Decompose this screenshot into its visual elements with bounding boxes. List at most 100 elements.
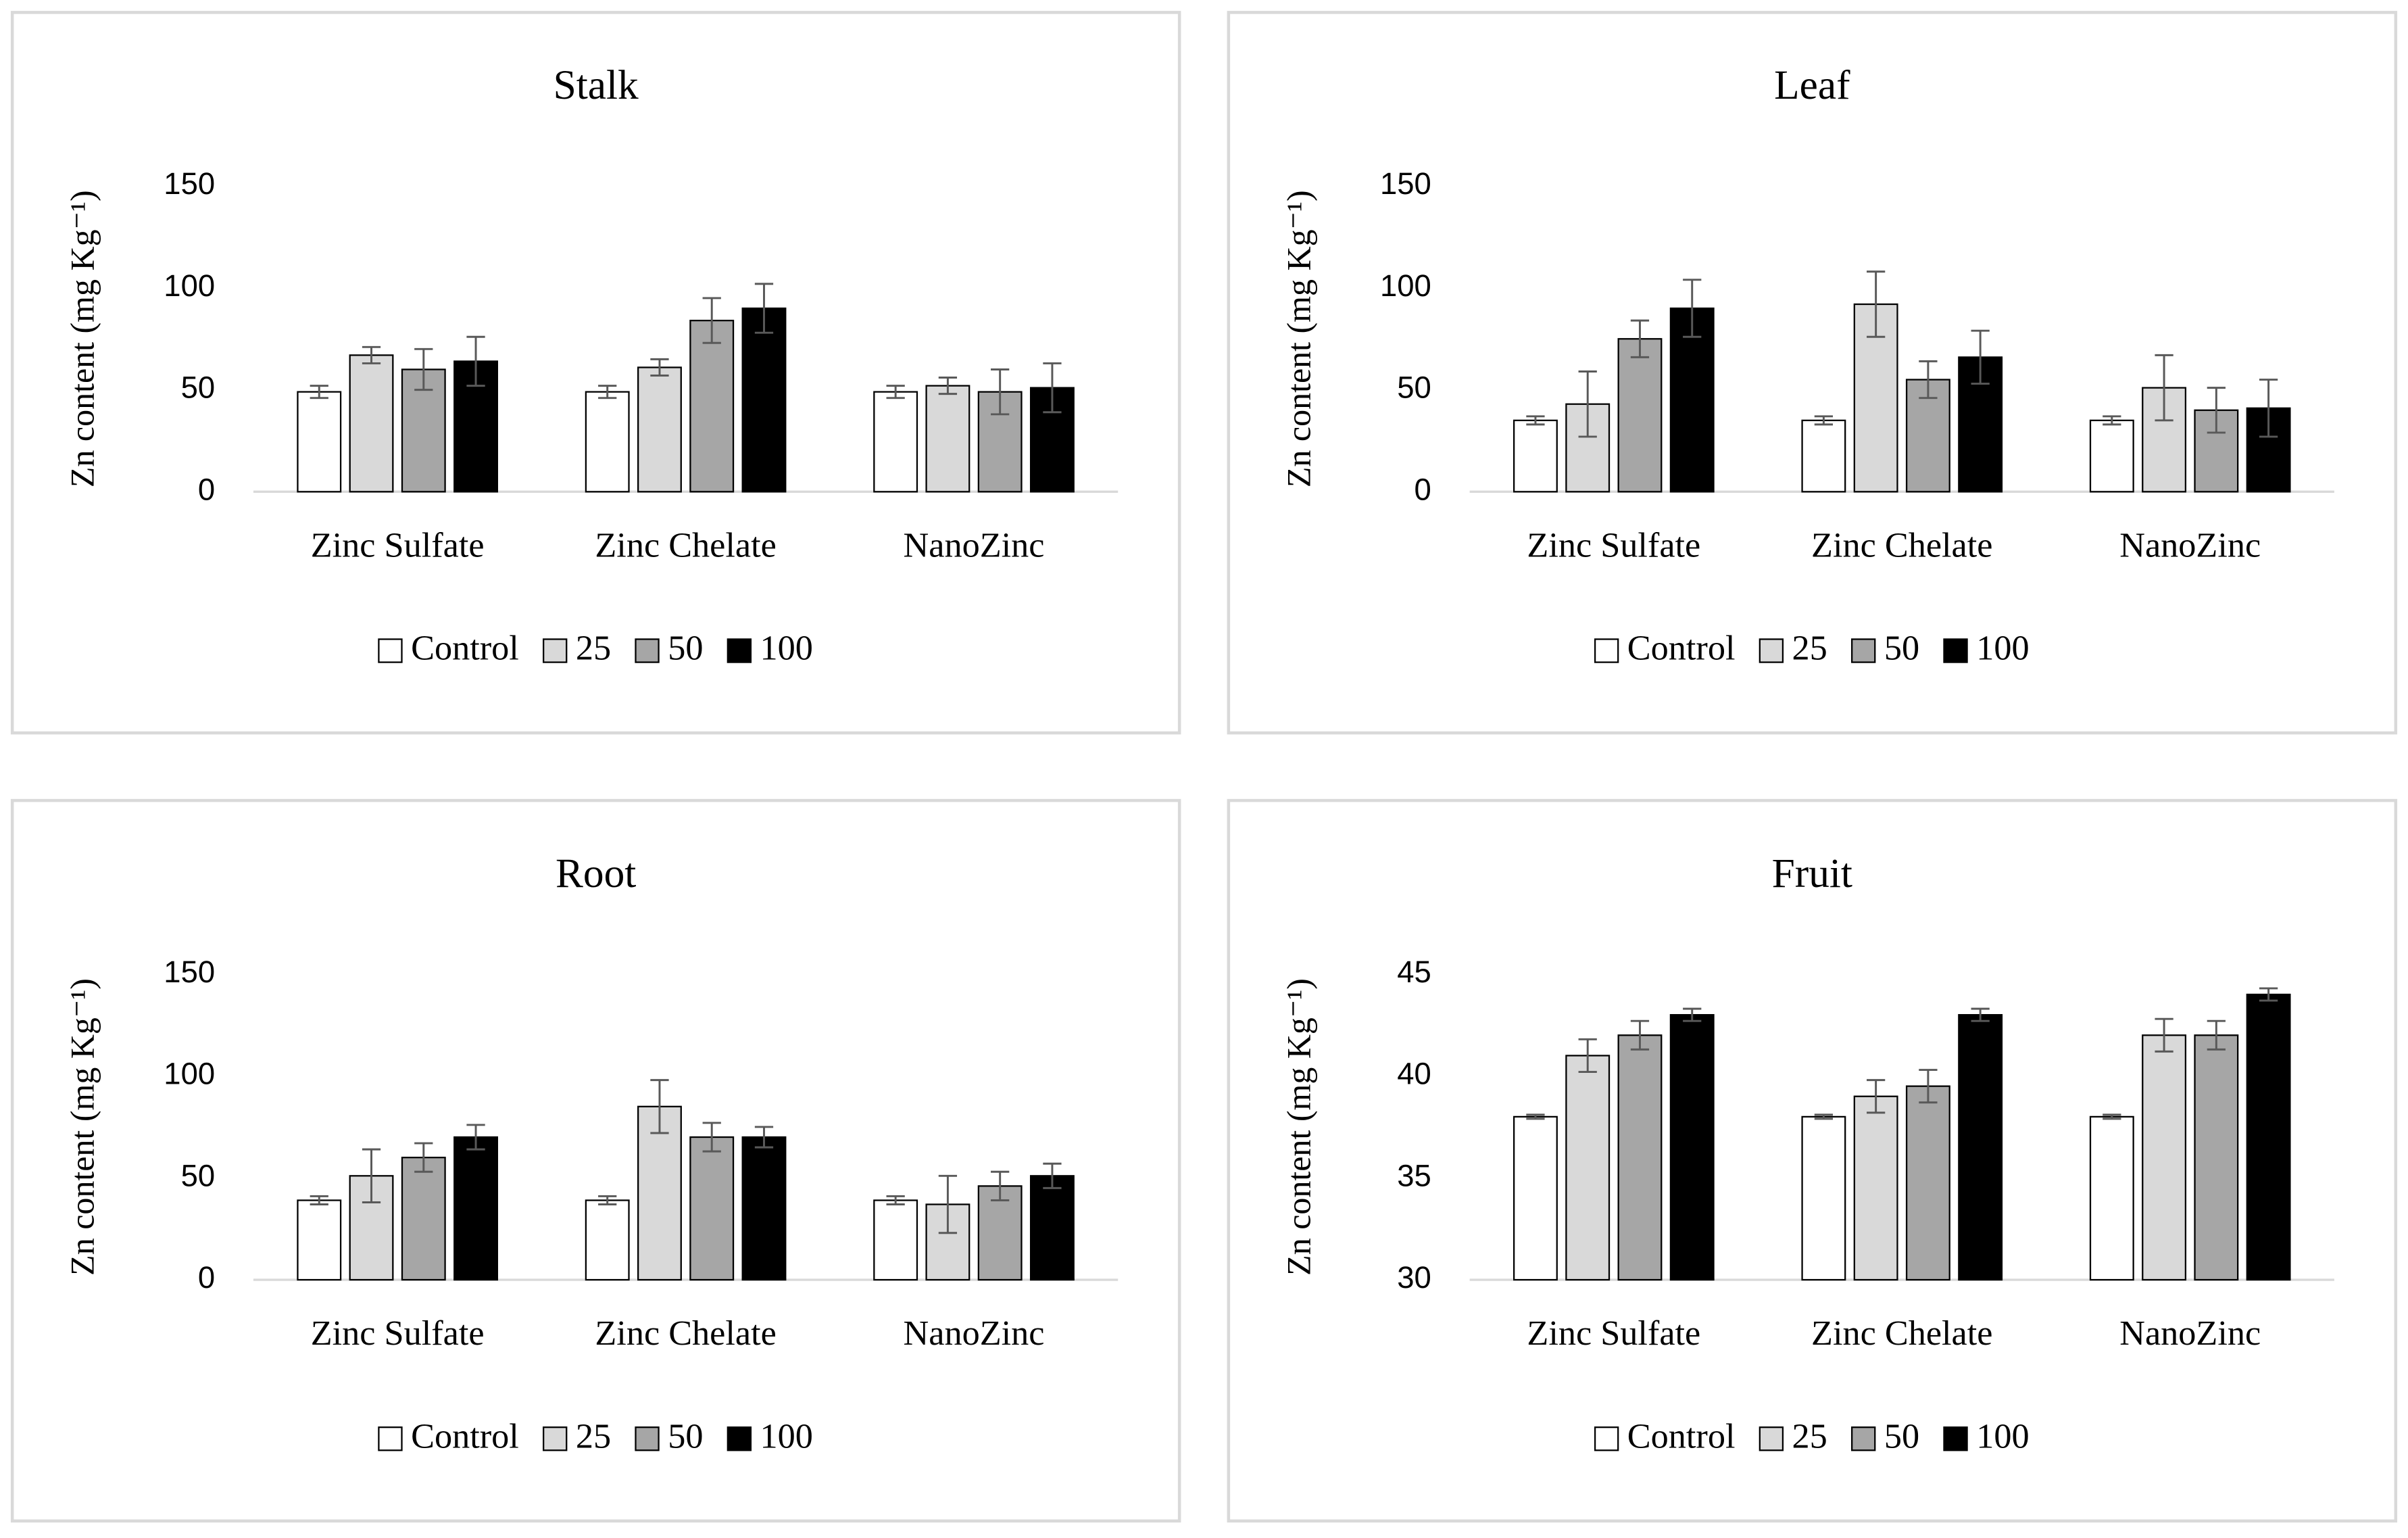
legend-label: Control — [1627, 1416, 1736, 1456]
y-tick-label: 35 — [1397, 1158, 1431, 1193]
error-bar — [310, 1195, 328, 1205]
error-bar — [650, 358, 669, 377]
x-tick-label: NanoZinc — [2119, 1314, 2261, 1353]
error-bar — [466, 1124, 485, 1151]
bar — [453, 1136, 498, 1281]
chart-panel: Stalk Zn content (mg Kg⁻¹) 0 50 100 150 Zinc S… — [10, 11, 1181, 735]
x-tick-label: Zinc Chelate — [1811, 525, 1992, 564]
y-tick-label: 45 — [1397, 955, 1431, 989]
bar — [2194, 1034, 2239, 1281]
legend-swatch — [1851, 638, 1876, 663]
bar — [401, 1157, 446, 1281]
chart-title: Leaf — [1774, 62, 1850, 108]
x-tick-label: Zinc Chelate — [595, 525, 776, 564]
legend-swatch — [1759, 1426, 1784, 1451]
bar — [2089, 1115, 2134, 1281]
legend-label: 50 — [1884, 629, 1919, 668]
legend-label: 25 — [1792, 1416, 1827, 1456]
y-tick-label: 50 — [181, 1158, 216, 1193]
error-bar — [2155, 354, 2173, 422]
error-bar — [886, 385, 905, 400]
error-bar — [2207, 387, 2226, 434]
error-bar — [310, 385, 328, 400]
legend-swatch — [1759, 638, 1784, 663]
error-bar — [938, 1174, 958, 1234]
bar — [1565, 1055, 1611, 1281]
bar — [1513, 1115, 1558, 1281]
error-bar — [938, 377, 958, 395]
error-bar — [754, 1126, 774, 1149]
legend: Control 25 50 100 — [378, 629, 813, 668]
error-bar — [2103, 415, 2121, 426]
error-bar — [1683, 279, 1702, 338]
bar — [1669, 307, 1715, 493]
legend-label: 100 — [1976, 629, 2029, 668]
bar — [2142, 1034, 2187, 1281]
error-bar — [886, 1195, 905, 1205]
error-bar — [2259, 987, 2278, 1002]
legend-swatch — [1943, 1426, 1968, 1451]
error-bar — [1919, 1069, 1938, 1104]
bar — [741, 1136, 787, 1281]
legend-swatch — [1594, 1426, 1619, 1451]
y-tick-label: 150 — [164, 166, 215, 201]
bar — [741, 307, 787, 493]
legend-label: 25 — [1792, 629, 1827, 668]
error-bar — [1814, 1113, 1834, 1120]
chart-title: Fruit — [1772, 850, 1852, 896]
error-bar — [2103, 1113, 2121, 1120]
y-tick-label: 0 — [1415, 472, 1431, 506]
legend-swatch — [727, 638, 752, 663]
error-bar — [991, 368, 1010, 416]
bar — [585, 1199, 630, 1281]
error-bar — [1630, 1019, 1650, 1051]
error-bar — [991, 1170, 1010, 1201]
error-bar — [1526, 415, 1545, 426]
bar — [637, 1105, 682, 1281]
legend-swatch — [1594, 638, 1619, 663]
bar — [585, 391, 630, 493]
chart-panel: Root Zn content (mg Kg⁻¹) 0 50 100 150 Zinc Su… — [10, 798, 1181, 1523]
legend: Control 25 50 100 — [1594, 1416, 2030, 1456]
bar — [1617, 338, 1663, 493]
panel-border — [10, 798, 1181, 1523]
error-bar — [362, 1148, 381, 1203]
x-tick-label: NanoZinc — [2119, 525, 2261, 564]
y-tick-label: 0 — [198, 1260, 215, 1295]
error-bar — [1043, 1162, 1062, 1189]
y-tick-label: 30 — [1397, 1260, 1431, 1295]
bar — [1669, 1014, 1715, 1281]
bar — [689, 319, 735, 493]
error-bar — [1971, 329, 1990, 385]
x-tick-label: NanoZinc — [904, 525, 1045, 564]
y-tick-label: 40 — [1397, 1057, 1431, 1091]
error-bar — [1578, 1038, 1597, 1074]
bar — [297, 1199, 342, 1281]
legend-label: 25 — [576, 629, 611, 668]
error-bar — [1867, 270, 1886, 338]
y-tick-label: 50 — [181, 370, 216, 405]
error-bar — [414, 1142, 433, 1173]
chart-title: Root — [556, 850, 636, 896]
legend-swatch — [1943, 638, 1968, 663]
error-bar — [2155, 1017, 2173, 1053]
bar — [1958, 1014, 2003, 1281]
x-tick-label: Zinc Sulfate — [1527, 1314, 1700, 1353]
legend-swatch — [1851, 1426, 1876, 1451]
y-tick-label: 100 — [164, 1057, 215, 1091]
bar — [1905, 1085, 1950, 1281]
x-tick-label: Zinc Sulfate — [311, 525, 485, 564]
bar — [1029, 1175, 1075, 1281]
error-bar — [702, 1122, 721, 1153]
legend-swatch — [378, 638, 403, 663]
error-bar — [1919, 360, 1938, 400]
chart-panel: Fruit Zn content (mg Kg⁻¹) 30 35 40 45 Zinc Su… — [1227, 798, 2398, 1523]
legend-label: 50 — [668, 1416, 703, 1456]
x-tick-label: Zinc Chelate — [595, 1314, 776, 1353]
legend-label: 100 — [760, 1416, 813, 1456]
x-tick-label: Zinc Sulfate — [1527, 525, 1700, 564]
error-bar — [702, 297, 721, 344]
legend-swatch — [543, 638, 568, 663]
error-bar — [1683, 1007, 1702, 1022]
